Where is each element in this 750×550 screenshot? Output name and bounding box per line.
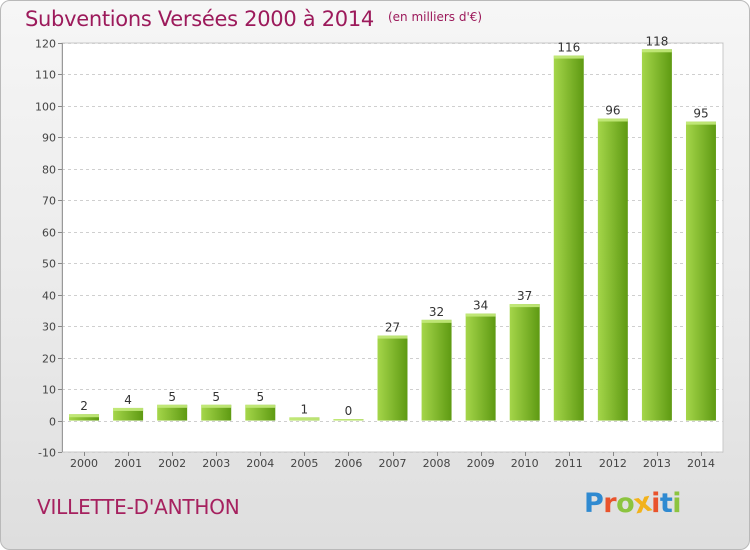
bar-value-label: 27: [385, 321, 400, 335]
bar-value-label: 116: [557, 41, 580, 55]
x-tick-label: 2005: [290, 457, 318, 470]
y-tick-label: 120: [35, 38, 56, 51]
x-tick-label: 2008: [423, 457, 451, 470]
logo-letter: r: [603, 488, 617, 519]
x-tick-label: 2012: [599, 457, 627, 470]
bar-highlight: [685, 121, 716, 125]
y-tick-label: -10: [38, 447, 56, 460]
bar: [113, 407, 144, 421]
bar-highlight: [597, 118, 628, 122]
chart-header: Subventions Versées 2000 à 2014 (en milli…: [25, 7, 482, 31]
bar-value-label: 5: [256, 390, 264, 404]
bar-value-label: 118: [645, 34, 668, 48]
y-tick-label: 20: [42, 353, 56, 366]
bar-value-label: 0: [345, 404, 353, 418]
logo-letter: t: [659, 488, 673, 519]
x-tick-label: 2004: [246, 457, 274, 470]
bar-highlight: [641, 49, 672, 53]
bar: [641, 49, 672, 421]
bar-highlight: [553, 55, 584, 59]
x-tick-label: 2000: [70, 457, 98, 470]
bar: [685, 121, 716, 421]
y-tick-label: 50: [42, 258, 56, 271]
y-tick-label: 110: [35, 69, 56, 82]
bar-value-label: 4: [124, 393, 132, 407]
y-tick-label: 0: [49, 416, 56, 429]
x-tick-label: 2011: [555, 457, 583, 470]
bar-highlight: [377, 335, 408, 339]
bar: [157, 404, 188, 421]
bar: [245, 404, 276, 421]
y-tick-label: 10: [42, 384, 56, 397]
bar: [201, 404, 232, 421]
logo-letter: i: [651, 488, 660, 519]
bar-highlight: [465, 313, 496, 317]
y-tick-label: 60: [42, 227, 56, 240]
bar-highlight: [245, 404, 276, 408]
chart-subtitle: (en milliers d'€): [387, 10, 483, 24]
bar-highlight: [289, 417, 320, 421]
chart-title: Subventions Versées 2000 à 2014: [25, 7, 374, 31]
logo-letter: i: [672, 488, 682, 519]
commune-name: VILLETTE-D'ANTHON: [37, 495, 240, 519]
bar-value-label: 32: [429, 305, 444, 319]
bar-value-label: 1: [301, 402, 309, 416]
y-tick-label: 100: [35, 101, 56, 114]
y-tick-label: 70: [42, 195, 56, 208]
x-tick-label: 2003: [202, 457, 230, 470]
bar: [377, 335, 408, 421]
bar-highlight: [69, 414, 100, 418]
bar-value-label: 5: [168, 390, 176, 404]
bar-value-label: 2: [80, 399, 88, 413]
bar-value-label: 37: [517, 289, 532, 303]
bar: [421, 319, 452, 421]
bar-value-label: 96: [605, 104, 620, 118]
x-tick-label: 2009: [467, 457, 495, 470]
bar: [597, 118, 628, 421]
bar: [69, 414, 100, 421]
bar-value-label: 95: [693, 107, 708, 121]
x-tick-label: 2013: [643, 457, 671, 470]
proxiti-logo[interactable]: Proxiti: [584, 487, 682, 521]
x-tick-label: 2002: [158, 457, 186, 470]
x-tick-label: 2014: [687, 457, 715, 470]
bar-highlight: [157, 404, 188, 408]
x-tick-label: 2007: [379, 457, 407, 470]
y-tick-label: 40: [42, 290, 56, 303]
x-tick-label: 2006: [334, 457, 362, 470]
logo-letter: o: [616, 488, 635, 519]
bar-value-label: 5: [212, 390, 220, 404]
y-tick-label: 30: [42, 321, 56, 334]
y-tick-label: 80: [42, 164, 56, 177]
x-tick-label: 2001: [114, 457, 142, 470]
bar-value-label: 34: [473, 299, 488, 313]
x-tick-label: 2010: [511, 457, 539, 470]
bar-highlight: [201, 404, 232, 408]
logo-letter: P: [584, 488, 604, 519]
bar: [553, 55, 584, 421]
bar-highlight: [509, 304, 540, 308]
bar-highlight: [421, 319, 452, 323]
bar-highlight: [333, 419, 364, 421]
bar: [465, 313, 496, 421]
bar: [509, 304, 540, 421]
y-tick-label: 90: [42, 132, 56, 145]
bar-highlight: [113, 407, 144, 411]
